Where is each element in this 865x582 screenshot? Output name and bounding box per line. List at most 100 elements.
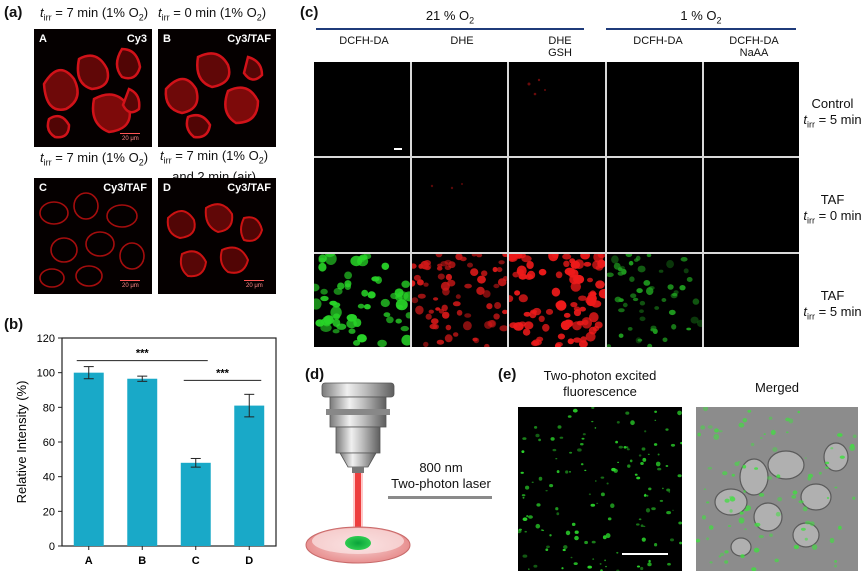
group-1-line <box>606 28 796 30</box>
green-punctum <box>556 470 560 474</box>
red-cell <box>555 300 567 311</box>
green-punctum <box>570 556 573 559</box>
red-cell <box>484 343 490 347</box>
green-punctum <box>521 450 525 453</box>
green-punctum <box>534 426 538 429</box>
red-cell <box>477 275 486 284</box>
caption-text: = 7 min (1% O <box>51 5 139 20</box>
green-punctum <box>591 420 594 423</box>
micrograph-d-cells <box>166 203 264 278</box>
column-header: DCFH-DA NaAA <box>706 35 802 59</box>
green-punctum <box>623 446 627 449</box>
green-punctum <box>644 430 647 433</box>
green-cell <box>607 344 612 347</box>
scale-bar <box>622 553 668 555</box>
green-punctum <box>679 541 682 545</box>
green-punctum <box>654 419 657 421</box>
green-punctum <box>569 471 571 473</box>
red-cell <box>525 273 534 280</box>
green-punctum <box>742 418 748 423</box>
caption-t: t <box>40 5 44 20</box>
green-cell <box>643 280 651 286</box>
red-cell <box>496 267 503 273</box>
y-tick-label: 0 <box>49 541 55 553</box>
green-punctum <box>643 494 647 497</box>
red-cell <box>557 333 565 340</box>
column-header-line1: DHE <box>548 35 572 47</box>
green-punctum <box>567 415 572 418</box>
red-cell <box>473 337 480 344</box>
green-punctum <box>552 448 557 452</box>
red-cell <box>595 280 605 289</box>
green-punctum <box>536 503 541 507</box>
cell-taf5-dcfh-1 <box>607 254 702 347</box>
red-cell <box>436 339 445 345</box>
green-punctum <box>636 476 641 480</box>
green-punctum <box>636 523 640 526</box>
red-cell <box>526 261 534 269</box>
red-cell <box>573 337 582 343</box>
red-cell <box>482 290 491 298</box>
green-punctum <box>580 443 584 446</box>
green-punctum <box>613 468 618 473</box>
green-punctum <box>750 442 755 447</box>
green-punctum <box>531 481 534 483</box>
green-punctum <box>648 487 652 491</box>
red-cell <box>471 254 477 257</box>
red-cell <box>586 300 596 307</box>
green-punctum <box>654 543 658 547</box>
green-punctum <box>653 443 658 446</box>
green-cell <box>356 334 367 343</box>
green-cell <box>324 254 335 258</box>
row-label-sub: irr <box>807 215 815 226</box>
green-punctum <box>522 496 525 499</box>
green-cell <box>329 300 338 306</box>
red-cell <box>563 319 573 328</box>
green-punctum <box>738 422 745 428</box>
row-label-t: t <box>803 208 807 223</box>
red-cell <box>481 270 488 277</box>
green-punctum <box>629 459 633 463</box>
laser-type: Two-photon laser <box>391 476 491 491</box>
bar <box>73 372 104 546</box>
green-cell <box>617 271 624 276</box>
green-punctum <box>592 558 595 560</box>
red-cell <box>567 338 574 345</box>
green-punctum <box>665 428 669 431</box>
green-punctum <box>538 438 541 442</box>
panel-e-letter: (e) <box>498 366 517 383</box>
caption-sub: irr <box>43 12 52 23</box>
group-21-label: 21 % O <box>425 8 470 23</box>
green-punctum <box>785 431 789 434</box>
caption-sub: irr <box>163 155 172 166</box>
cell-taf0-dhe <box>412 158 507 252</box>
green-punctum <box>775 511 781 517</box>
red-cell <box>562 254 572 260</box>
green-punctum <box>754 522 761 527</box>
red-cell <box>476 286 485 295</box>
green-cell <box>614 296 622 303</box>
green-cell <box>639 309 644 313</box>
green-punctum <box>643 525 646 528</box>
green-cell <box>661 298 667 302</box>
red-cell <box>563 260 570 267</box>
green-punctum <box>769 533 773 537</box>
green-punctum <box>719 430 723 433</box>
green-punctum <box>571 522 576 526</box>
row-label-rest: = 5 min <box>815 304 862 319</box>
tile-c-letter: C <box>39 182 47 194</box>
green-cell <box>686 277 693 282</box>
caption-line1: tirr = 7 min (1% O2) <box>160 148 268 169</box>
red-cell <box>464 313 472 318</box>
green-punctum <box>772 447 778 452</box>
green-cell <box>618 308 625 313</box>
red-cell <box>598 288 605 299</box>
green-cell <box>350 255 363 267</box>
green-cell <box>647 343 653 347</box>
laser-label: 800 nm Two-photon laser <box>386 460 496 492</box>
column-header: DHE GSH <box>512 35 608 59</box>
green-punctum <box>767 476 773 480</box>
green-punctum <box>556 512 560 516</box>
green-punctum <box>518 528 522 531</box>
green-punctum <box>655 461 661 467</box>
